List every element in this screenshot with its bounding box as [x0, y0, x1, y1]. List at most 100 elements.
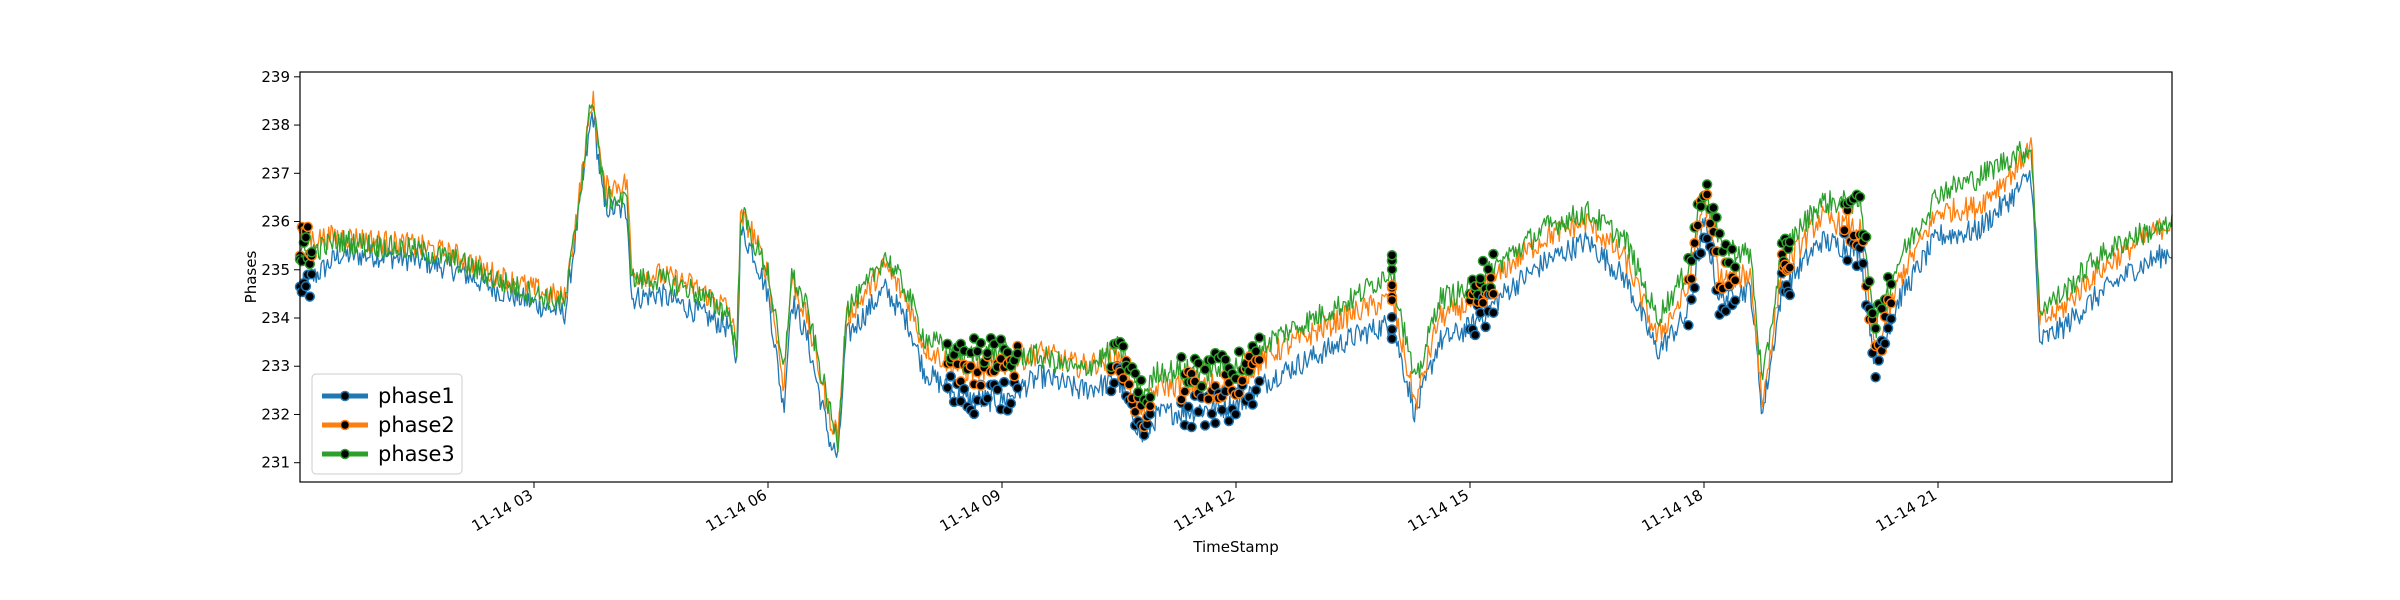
marker-phase1 [1784, 289, 1796, 301]
marker-phase3 [942, 338, 953, 350]
marker-phase1 [1005, 398, 1017, 409]
marker-phase1 [1857, 258, 1869, 269]
marker-phase3 [1714, 228, 1725, 239]
marker-phase1 [1247, 399, 1258, 410]
marker-phase2 [1692, 220, 1704, 231]
marker-phase1 [1870, 372, 1881, 383]
y-tick-label: 232 [261, 405, 290, 423]
marker-phase3 [1254, 332, 1265, 343]
marker-phase3 [1488, 248, 1499, 260]
marker-phase2 [1386, 294, 1398, 306]
marker-phase1 [1882, 323, 1894, 334]
marker-phase3 [1199, 364, 1211, 375]
marker-phase3 [300, 232, 312, 243]
marker-phase1 [982, 393, 993, 404]
marker-phase2 [965, 360, 977, 372]
marker-phase3 [1729, 261, 1741, 273]
marker-phase2 [1203, 393, 1214, 405]
marker-phase2 [1701, 189, 1713, 200]
marker-phase2 [1488, 288, 1499, 300]
marker-phase2 [1689, 237, 1700, 249]
marker-phase1 [1488, 307, 1499, 318]
marker-phase3 [1708, 202, 1719, 214]
marker-phase1 [1012, 382, 1023, 394]
marker-phase1 [1695, 247, 1707, 259]
marker-phase1 [1686, 294, 1697, 305]
legend-marker-phase2 [339, 419, 351, 431]
marker-phase3 [1475, 273, 1486, 284]
marker-phase3 [995, 334, 1007, 345]
marker-phase1 [992, 384, 1003, 395]
marker-phase1 [1193, 406, 1204, 418]
legend-box [311, 373, 463, 475]
marker-phase1 [968, 408, 980, 420]
marker-phase3 [1129, 368, 1141, 379]
legend-label-phase2: phase2 [378, 413, 455, 437]
marker-phase3 [1864, 276, 1875, 287]
x-tick-label: 11-14 09 [937, 486, 1004, 535]
y-tick-label: 233 [261, 357, 290, 375]
marker-phase1 [1842, 255, 1853, 266]
marker-phase2 [1129, 406, 1141, 418]
marker-phase1 [1108, 377, 1120, 389]
marker-phase1 [945, 371, 956, 382]
marker-phase1 [1480, 321, 1491, 333]
marker-phase3 [1196, 381, 1207, 392]
marker-phase3 [1885, 278, 1897, 290]
marker-phase2 [1009, 371, 1020, 382]
marker-phase2 [1144, 400, 1156, 412]
marker-phase2 [1117, 373, 1129, 384]
anomaly-markers [294, 179, 1897, 441]
marker-phase1 [1885, 313, 1897, 325]
marker-phase1 [1386, 324, 1398, 335]
marker-phase3 [1726, 243, 1738, 255]
marker-phase1 [1254, 376, 1265, 387]
marker-phase3 [1176, 351, 1187, 363]
series-line-phase1 [299, 111, 2173, 458]
marker-phase2 [302, 221, 314, 233]
marker-phase2 [1237, 375, 1248, 386]
marker-phase1 [1689, 282, 1700, 294]
x-tick-label: 11-14 12 [1171, 486, 1238, 535]
marker-phase1 [1210, 417, 1221, 429]
marker-phase2 [1885, 298, 1897, 309]
marker-phase2 [1729, 275, 1741, 286]
marker-phase1 [958, 383, 970, 395]
marker-phase1 [1386, 311, 1398, 323]
marker-phase1 [1230, 409, 1241, 420]
x-tick-label: 11-14 18 [1639, 486, 1706, 535]
marker-phase1 [1199, 420, 1211, 431]
marker-phase3 [1220, 354, 1231, 365]
marker-phase3 [1135, 375, 1147, 386]
marker-phase3 [1695, 201, 1707, 212]
marker-phase1 [1683, 320, 1694, 331]
x-tick-label: 11-14 21 [1873, 486, 1940, 535]
marker-phase1 [1469, 329, 1481, 341]
marker-phase1 [1873, 355, 1884, 366]
marker-phase3 [1144, 392, 1156, 403]
marker-phase1 [1186, 421, 1197, 433]
legend-label-phase3: phase3 [378, 442, 455, 466]
legend: phase1 phase2 phase3 [311, 373, 463, 475]
marker-phase2 [1839, 225, 1850, 236]
marker-phase2 [1179, 386, 1191, 397]
marker-phase3 [1701, 179, 1713, 190]
x-tick-label: 11-14 15 [1405, 486, 1472, 535]
marker-phase1 [300, 281, 312, 292]
x-tick-label: 11-14 06 [703, 486, 770, 535]
marker-phase3 [1193, 357, 1204, 369]
marker-phase3 [1233, 346, 1245, 357]
marker-phase1 [1729, 295, 1741, 306]
y-tick-label: 237 [261, 164, 290, 182]
y-axis-label: Phases [242, 251, 260, 304]
marker-phase1 [1206, 408, 1218, 420]
marker-phase2 [1686, 273, 1697, 285]
marker-phase3 [1250, 346, 1262, 357]
y-tick-label: 238 [261, 116, 290, 134]
marker-phase1 [1223, 415, 1235, 427]
marker-phase2 [1123, 379, 1135, 390]
marker-phase3 [1870, 323, 1881, 334]
marker-phase3 [975, 337, 987, 349]
marker-phase1 [1250, 384, 1262, 396]
